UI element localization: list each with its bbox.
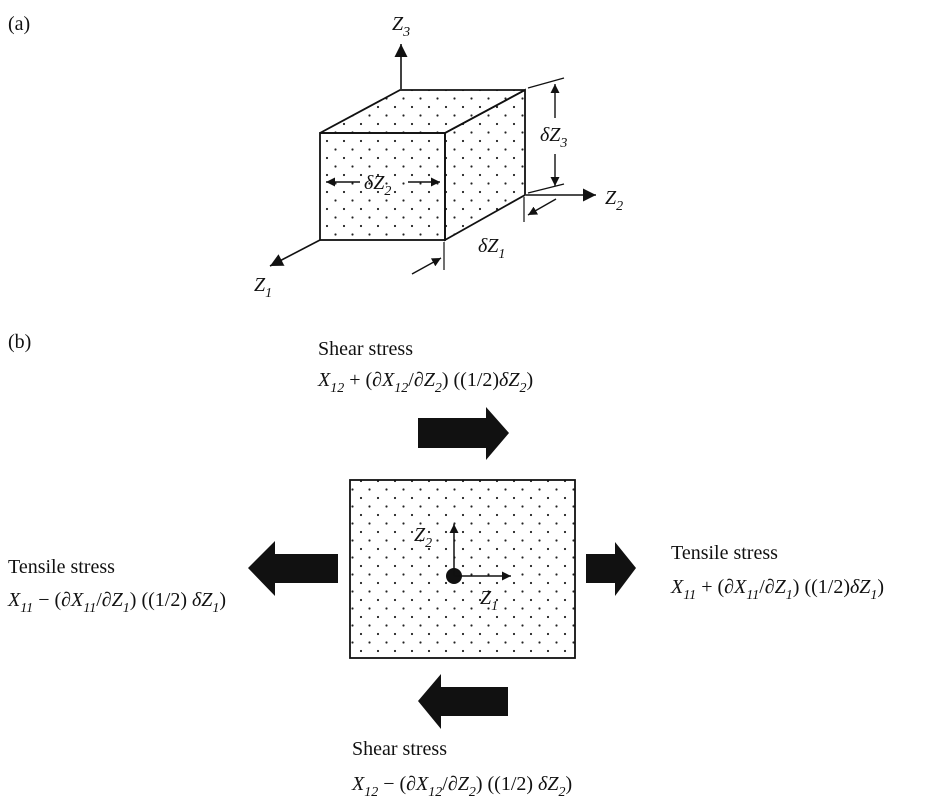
dz2-label: δZ2 [364,172,391,199]
local-z2-label: Z2 [414,524,432,551]
shear-top-arrow [418,407,509,460]
z2-axis-label: Z2 [605,187,623,214]
dz1-label: δZ1 [478,235,505,262]
dz1-arrow-front [411,257,442,275]
dz3-extension-bottom [527,183,565,194]
element-square [349,479,576,659]
shear-top-title: Shear stress [318,338,413,360]
shear-bottom-title: Shear stress [352,738,447,760]
cube [319,88,526,242]
shear-top-formula: X12 + (∂X12/∂Z2) ((1/2)δZ2) [317,369,533,396]
dz3-extension-top [527,77,565,89]
cube-front-face [319,132,446,241]
panel-b: (b) Z2 Z1 Shear stress X12 + (∂X12/∂Z2) … [7,331,884,800]
dz1-arrow-back [527,198,557,216]
shear-bottom-arrow [418,674,508,729]
tensile-right-title: Tensile stress [671,542,778,564]
tensile-left-arrow [248,541,338,596]
shear-bottom-formula: X12 − (∂X12/∂Z2) ((1/2) δZ2) [351,773,572,800]
panel-a-label: (a) [8,13,30,35]
z3-axis-label: Z3 [392,13,410,40]
dz3-label: δZ3 [540,124,567,151]
panel-a: (a) Z3 Z1 Z2 δZ2 δZ3 δZ1 [8,13,623,301]
panel-b-label: (b) [8,331,31,353]
tensile-right-formula: X11 + (∂X11/∂Z1) ((1/2)δZ1) [670,576,884,603]
z1-axis-label: Z1 [254,274,272,301]
tensile-right-arrow [586,542,636,596]
z1-axis [269,239,321,267]
local-z1-label: Z1 [480,587,498,614]
tensile-left-formula: X11 − (∂X11/∂Z1) ((1/2) δZ1) [7,589,226,616]
tensile-left-title: Tensile stress [8,556,115,578]
